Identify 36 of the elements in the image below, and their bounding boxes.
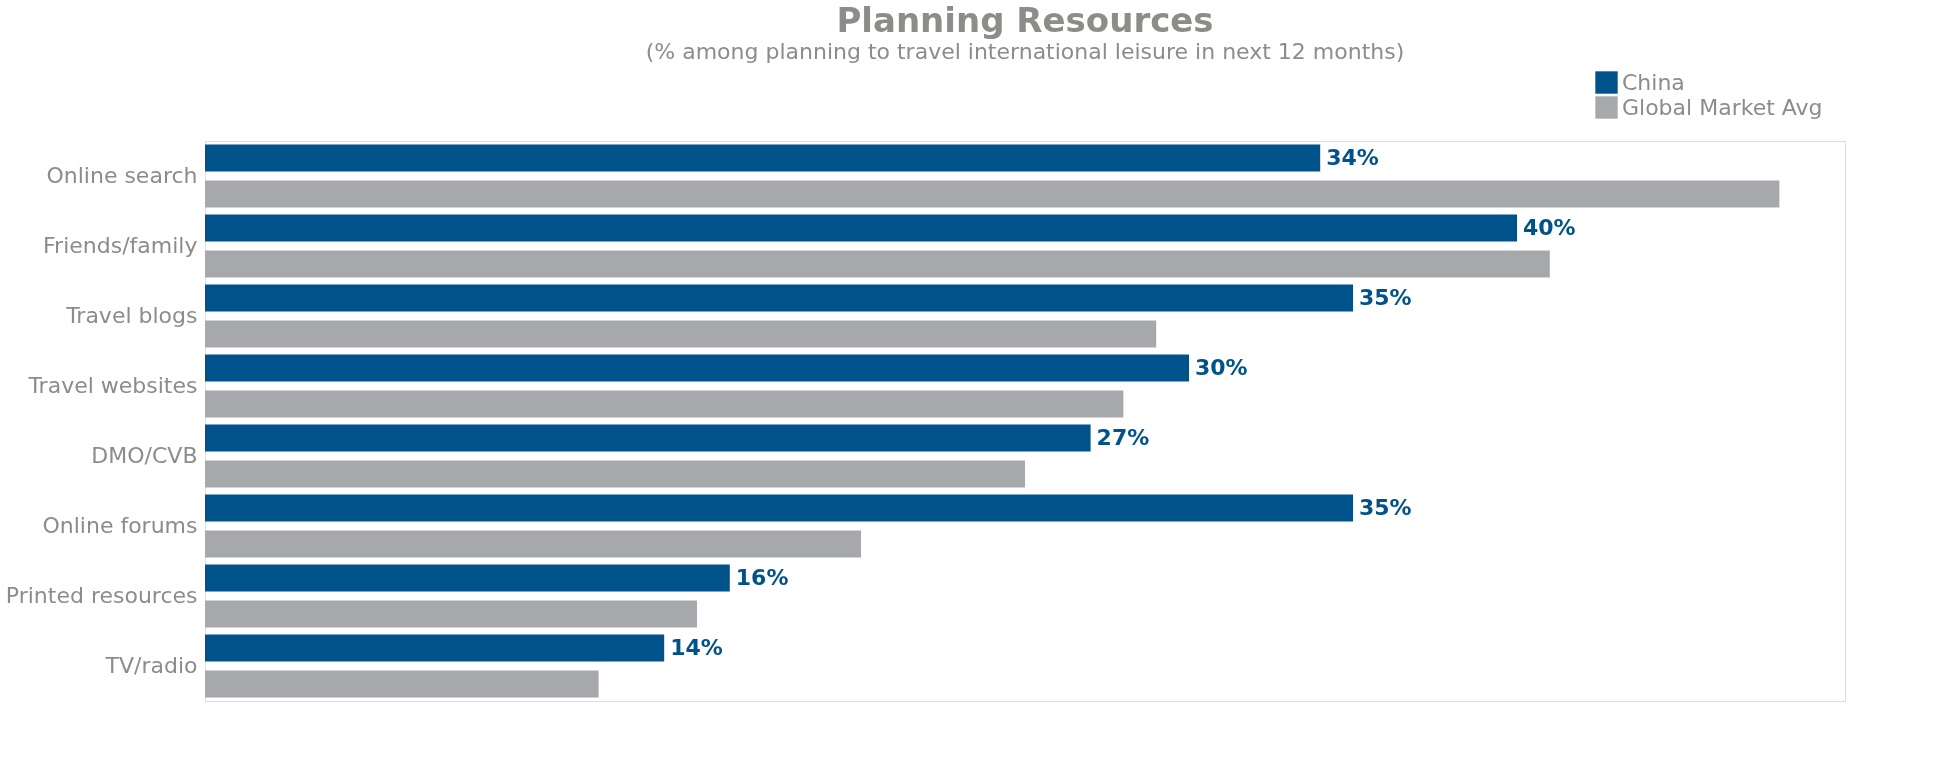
bar: [205, 354, 1189, 382]
data-label: 35%: [1359, 285, 1412, 310]
y-tick-label: Printed resources: [5, 583, 198, 608]
data-label: 14%: [670, 635, 723, 660]
y-tick-label: DMO/CVB: [91, 443, 198, 468]
data-label: 27%: [1096, 425, 1150, 450]
y-tick-label: Travel websites: [27, 373, 198, 398]
bar: [205, 670, 599, 698]
y-tick-label: Online forums: [42, 513, 198, 538]
bar: [205, 634, 665, 662]
chart-subtitle: (% among planning to travel international leisure in next 12 months): [645, 39, 1405, 64]
y-tick-label: Online search: [46, 163, 198, 188]
bar: [205, 180, 1780, 208]
bar: [205, 144, 1321, 172]
bar: [205, 320, 1157, 348]
bar: [205, 250, 1550, 278]
bar: [205, 284, 1353, 312]
bar: [205, 564, 730, 592]
data-label: 34%: [1326, 145, 1379, 170]
legend-label: Global Market Avg: [1622, 94, 1823, 120]
data-label: 35%: [1359, 495, 1412, 520]
bar: [205, 390, 1124, 418]
bar: [205, 600, 697, 628]
bar: [205, 530, 861, 558]
legend-label: China: [1622, 69, 1685, 95]
bar: [205, 494, 1353, 522]
bar: [205, 424, 1091, 452]
chart-title: Planning Resources: [836, 0, 1214, 40]
y-tick-label: Travel blogs: [65, 303, 198, 328]
y-tick-label: Friends/family: [43, 233, 198, 258]
bar: [205, 460, 1025, 488]
data-label: 40%: [1523, 215, 1576, 240]
data-label: 16%: [735, 565, 789, 590]
data-label: 30%: [1195, 355, 1248, 380]
y-tick-label: TV/radio: [104, 653, 198, 678]
bar: [205, 214, 1517, 242]
